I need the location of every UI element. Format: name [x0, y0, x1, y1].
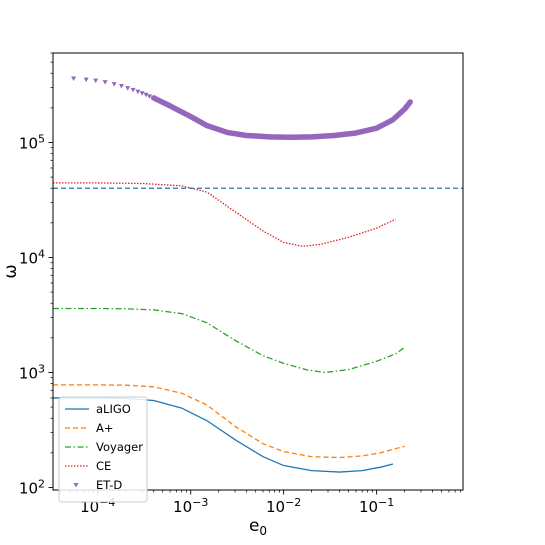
legend-item-a-: A+	[65, 421, 114, 435]
y-tick-label: 105	[19, 132, 45, 152]
series-line-ce	[53, 182, 396, 247]
data-point	[111, 82, 117, 87]
legend-marker	[73, 483, 79, 488]
x-tick-label: 10−3	[173, 496, 208, 516]
data-point	[118, 83, 124, 89]
x-tick-label: 10−2	[266, 496, 301, 516]
series-line-a-	[53, 384, 405, 459]
y-tick-label: 104	[19, 247, 45, 267]
data-point	[102, 80, 108, 85]
data-point	[83, 77, 89, 83]
data-point	[130, 87, 136, 93]
data-point	[135, 89, 141, 95]
series-layer	[53, 76, 463, 473]
legend-item-aligo: aLIGO	[65, 402, 131, 416]
legend-item-voyager: Voyager	[65, 440, 143, 454]
legend-label: CE	[96, 459, 111, 473]
data-point	[143, 92, 149, 98]
series-et-d	[71, 76, 413, 141]
x-tick-label: 10−1	[359, 496, 394, 516]
plot-frame	[52, 52, 464, 491]
series-line-voyager	[53, 307, 405, 374]
data-point	[71, 76, 77, 82]
legend-label: Voyager	[96, 440, 143, 454]
legend-label: A+	[96, 421, 114, 435]
y-tick-label: 102	[19, 477, 45, 497]
data-point	[146, 94, 152, 99]
series-line-et-d	[150, 95, 413, 141]
x-axis-label: e0	[249, 516, 267, 538]
legend-item-ce: CE	[65, 459, 111, 473]
y-tick-label: 103	[19, 362, 45, 382]
legend-box	[58, 396, 148, 503]
data-point	[139, 91, 145, 96]
data-point	[93, 78, 99, 84]
y-axis-label: ω	[1, 264, 21, 278]
legend-item-et-d: ET-D	[73, 478, 122, 492]
data-point	[125, 86, 131, 91]
legend-label: aLIGO	[96, 402, 131, 416]
legend: aLIGO A+ Voyager CE ET-D	[58, 396, 148, 503]
legend-label: ET-D	[96, 478, 122, 492]
